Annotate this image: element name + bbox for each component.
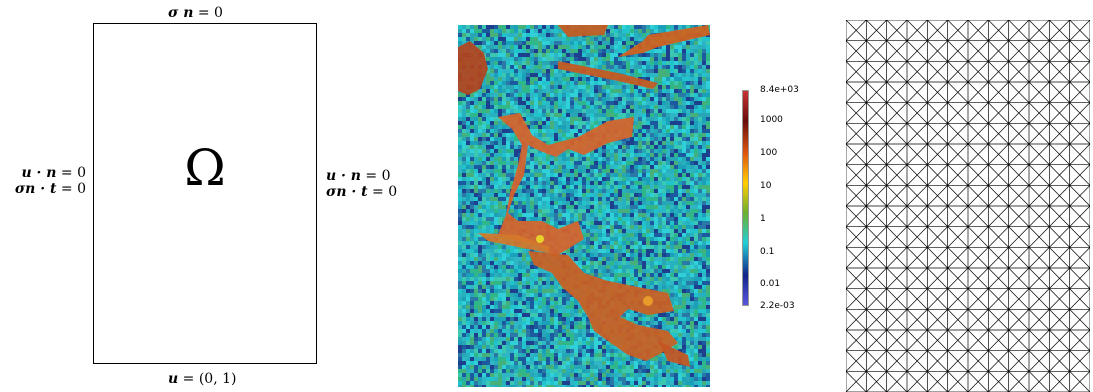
colorbar-tick-label: 1: [760, 213, 766, 224]
left-boundary-condition: u · n = 0 σn · t = 0: [14, 165, 86, 197]
bottom-boundary-condition: u = (0, 1): [168, 371, 237, 387]
domain-rectangle: [93, 23, 317, 364]
colorbar-tick-label: 0.1: [760, 246, 775, 257]
omega-symbol: Ω: [184, 139, 226, 197]
colorbar-tick-label: 8.4e+03: [760, 85, 799, 95]
triangular-mesh: [846, 20, 1090, 392]
mesh-lines: [846, 20, 1090, 392]
colorbar-tick-label: 10: [760, 180, 772, 191]
field-background-noise: [458, 25, 710, 387]
right-boundary-condition: u · n = 0 σn · t = 0: [326, 168, 398, 200]
top-boundary-condition: σ n = 0: [168, 5, 223, 21]
colorbar-tick-label: 100: [760, 148, 778, 159]
colorbar: [742, 90, 749, 306]
colorbar-tick-label: 0.01: [760, 279, 781, 290]
high-value-channels: [458, 25, 710, 367]
colorbar-tick-label: 1000: [760, 115, 783, 126]
colorbar-tick-label: 2.2e-03: [760, 301, 795, 311]
permeability-field-plot: [458, 25, 710, 387]
